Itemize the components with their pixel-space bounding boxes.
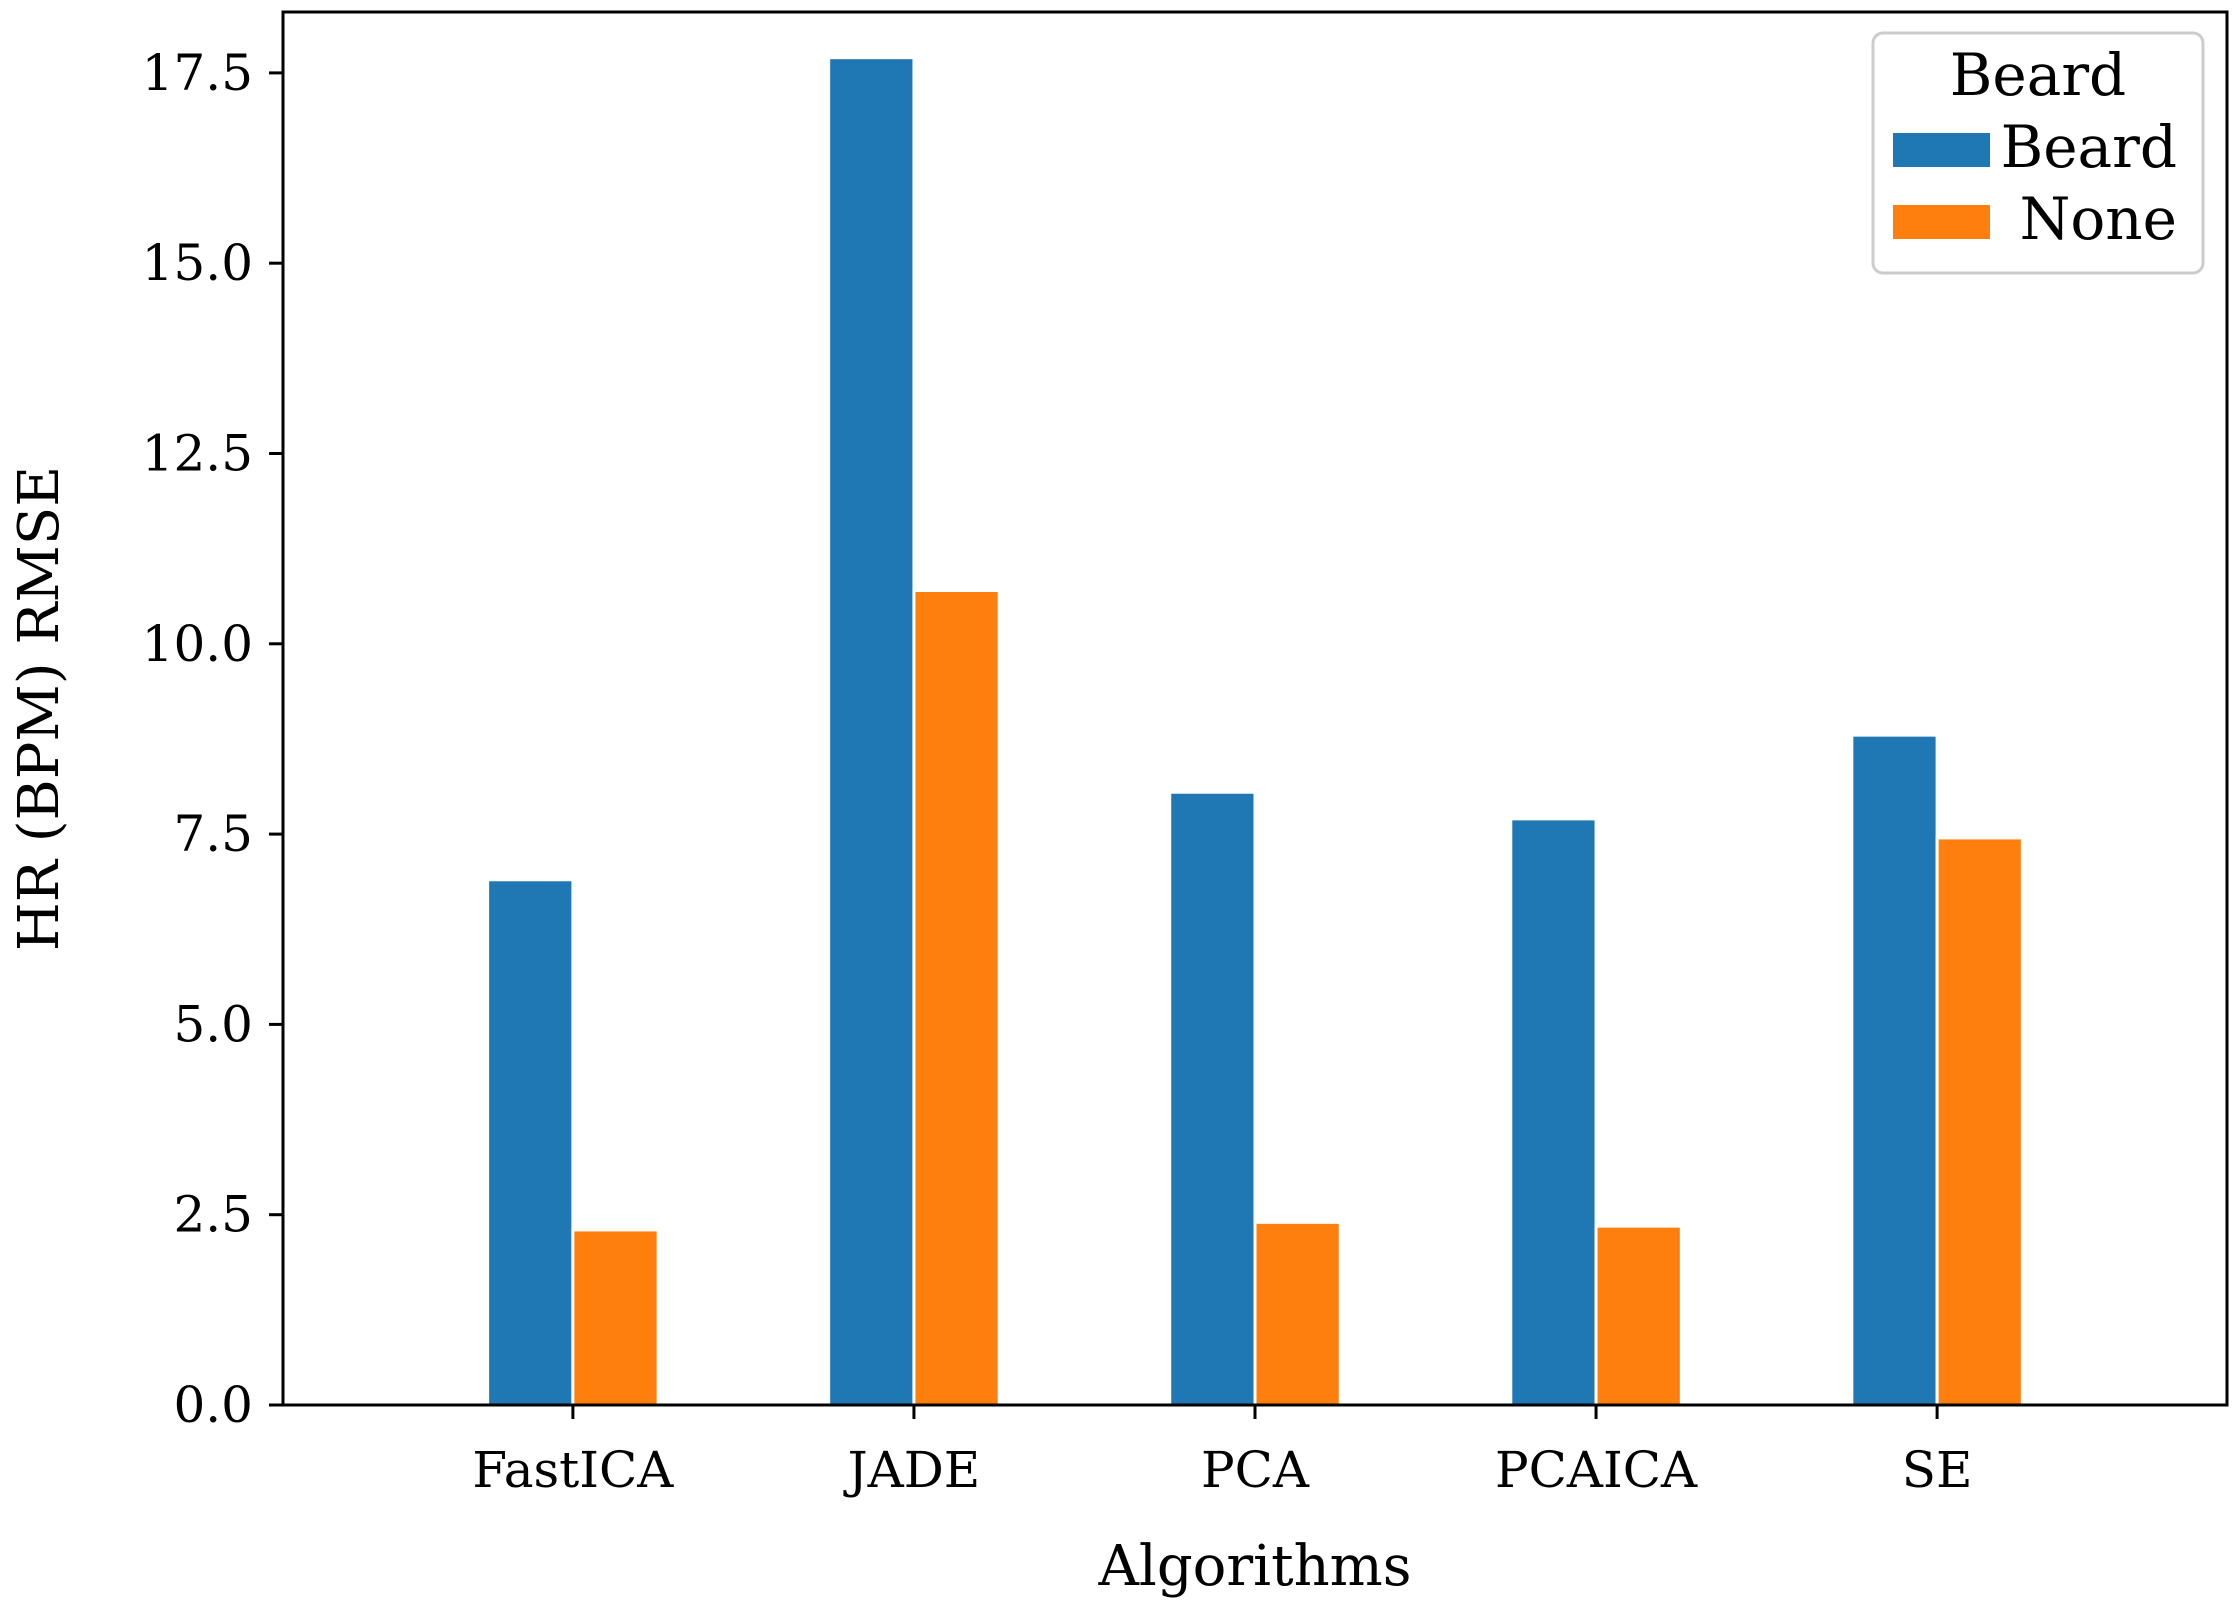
bar-none-pca [1253,1220,1342,1407]
x-tick-label: JADE [843,1441,981,1499]
x-tick-label: PCA [1201,1441,1310,1499]
bar-beard-se [1850,733,1939,1407]
y-tick-label: 17.5 [142,44,253,102]
bar-beard-jade [827,56,916,1407]
y-tick-label: 15.0 [142,234,253,292]
y-tick-label: 12.5 [142,424,253,482]
x-tick-label: SE [1902,1441,1973,1499]
x-tick-label: FastICA [472,1441,674,1499]
x-tick-label: PCAICA [1495,1441,1698,1499]
bar-none-fastica [571,1228,660,1407]
x-axis: FastICA JADE PCA PCAICA SE [472,1405,1972,1499]
legend-title: Beard [1950,41,2126,109]
bars-group [486,56,2024,1407]
legend-label-none: None [2020,185,2177,253]
y-axis: 0.0 2.5 5.0 7.5 10.0 12.5 15.0 17.5 [142,44,283,1434]
y-tick-label: 5.0 [173,995,253,1053]
bar-none-jade [912,589,1001,1407]
y-tick-label: 2.5 [173,1186,253,1244]
legend-swatch-beard [1893,133,1990,167]
y-tick-label: 0.0 [173,1376,253,1434]
legend-swatch-none [1893,205,1990,239]
bar-beard-pcaica [1509,817,1598,1407]
y-tick-label: 10.0 [142,615,253,673]
legend-label-beard: Beard [2001,113,2177,181]
bar-beard-pca [1168,790,1257,1407]
bar-none-pcaica [1594,1224,1683,1407]
bar-beard-fastica [486,878,575,1407]
y-tick-label: 7.5 [173,805,253,863]
x-axis-label: Algorithms [1097,1534,1411,1599]
y-axis-label: HR (BPM) RMSE [7,466,72,951]
bar-none-se [1935,836,2024,1407]
